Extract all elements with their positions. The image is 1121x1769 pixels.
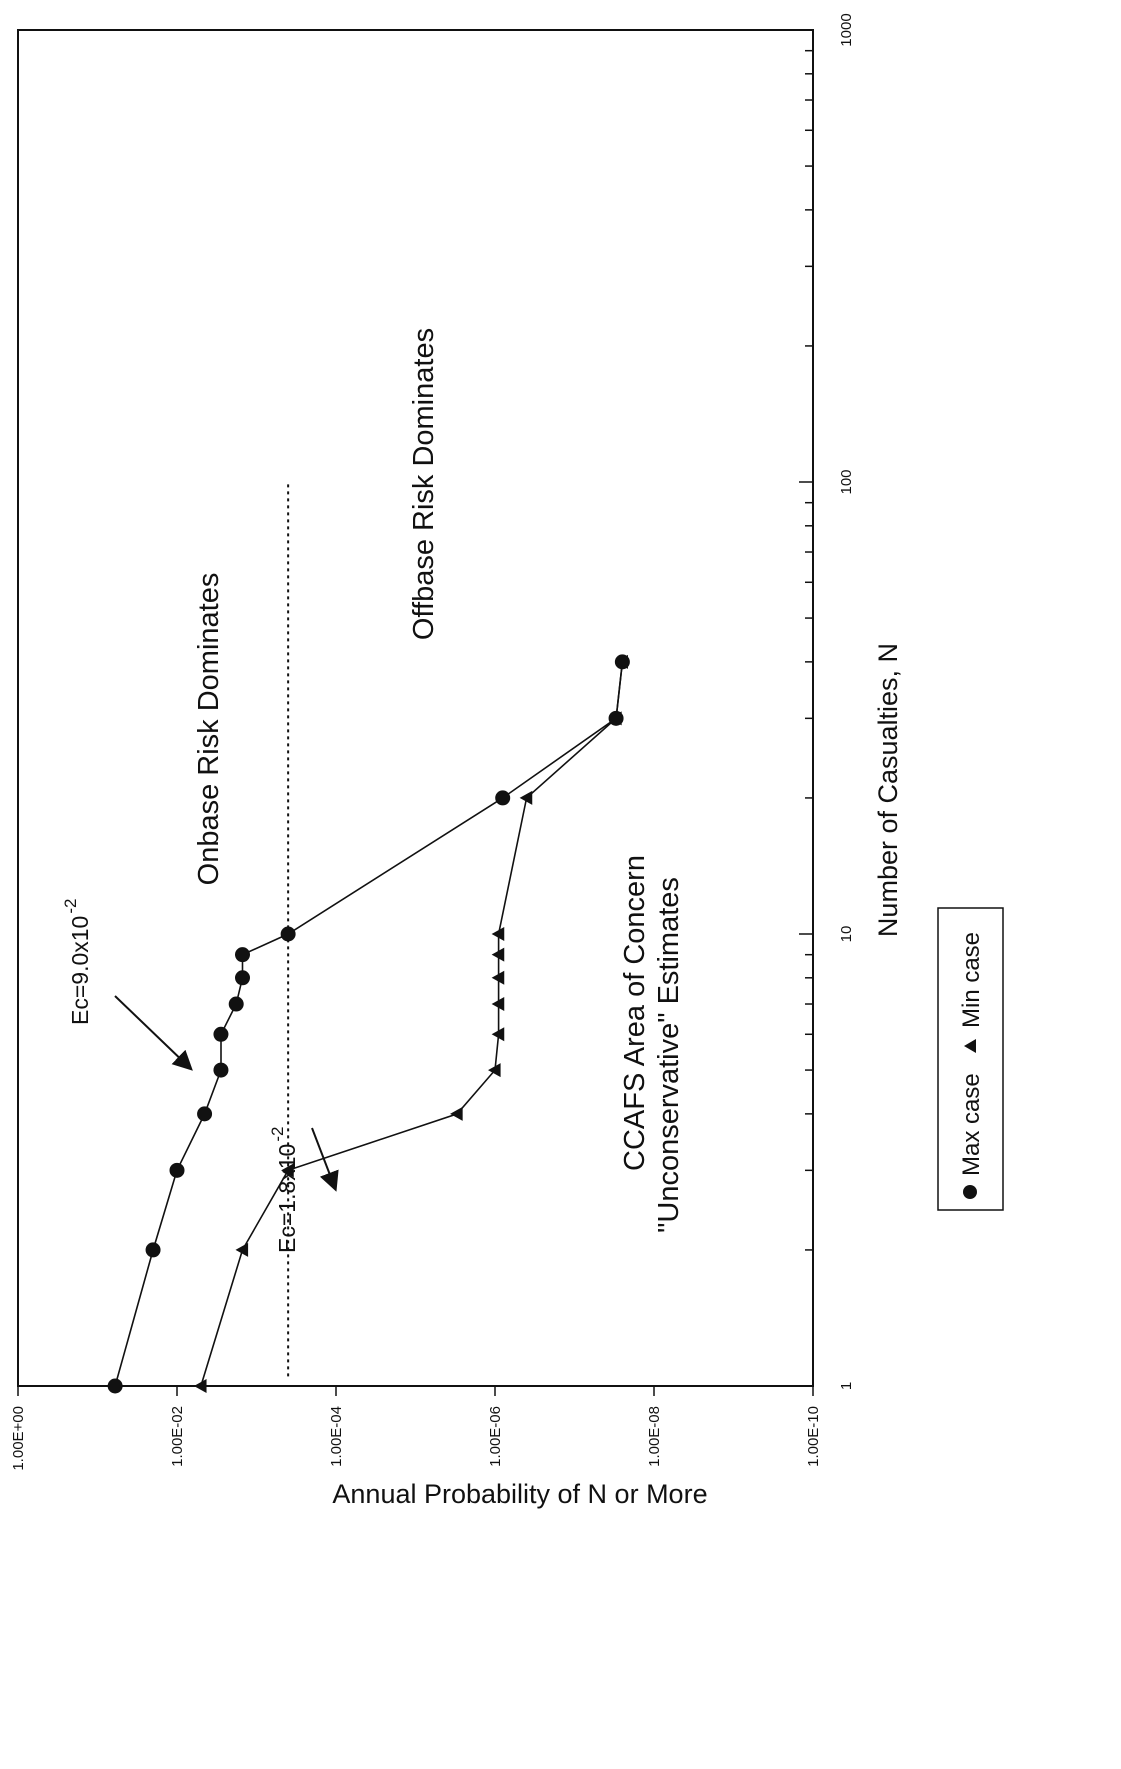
data-point-max-case xyxy=(235,947,251,963)
x-tick-label: 1000 xyxy=(838,13,855,46)
legend-marker-min-case xyxy=(964,1039,976,1053)
legend-marker-max-case xyxy=(963,1185,977,1199)
ec-max-exponent: -2 xyxy=(61,899,80,914)
y-axis-ticks: 1.00E+00 1.00E-02 1.00E-04 1.00E-06 1.00E-08… xyxy=(10,1386,822,1471)
y-tick-label: 1.00E-06 xyxy=(487,1406,504,1467)
data-point-min-case xyxy=(615,654,628,669)
ec-min-arrow xyxy=(311,1127,339,1192)
data-point-min-case xyxy=(491,927,505,941)
y-tick-label: 1.00E+00 xyxy=(10,1406,27,1471)
data-point-min-case xyxy=(450,1106,463,1121)
annotation-onbase: Onbase Risk Dominates xyxy=(193,573,225,886)
data-point-max-case xyxy=(235,970,251,986)
data-point-max-case xyxy=(495,790,511,806)
x-tick-label: 100 xyxy=(838,469,855,494)
annotation-ec-max-text: Ec=9.0x10 -2 xyxy=(61,899,93,1025)
data-point-min-case xyxy=(491,970,505,985)
y-tick-label: 1.00E-04 xyxy=(328,1406,345,1467)
series-line-max-case xyxy=(114,661,624,1387)
annotation-offbase: Offbase Risk Dominates xyxy=(408,328,440,640)
x-axis-title: Number of Casualties, N xyxy=(873,643,903,937)
legend: Max case Min case xyxy=(937,907,1004,1211)
data-point-max-case xyxy=(169,1162,185,1178)
data-point-min-case xyxy=(491,997,505,1012)
ec-min-exponent: -2 xyxy=(268,1127,287,1142)
y-tick-label: 1.00E-02 xyxy=(169,1406,186,1467)
data-point-min-case xyxy=(193,1379,207,1393)
plot-area xyxy=(17,29,814,1387)
annotation-ec-max: Ec=9.0x10 -2 xyxy=(61,899,93,1025)
x-tick-label: 10 xyxy=(838,926,855,943)
legend-label-min-case: Min case xyxy=(958,932,985,1028)
y-tick-label: 1.00E-10 xyxy=(805,1406,822,1467)
data-point-min-case xyxy=(488,1063,501,1078)
y-axis-title: Annual Probability of N or More xyxy=(332,1479,707,1509)
data-point-min-case xyxy=(281,1163,294,1178)
annotation-ec-min-text: Ec=1.8x10 -2 xyxy=(268,1127,300,1253)
data-point-min-case xyxy=(491,947,505,962)
data-point-max-case xyxy=(280,926,296,942)
series-layer xyxy=(107,654,630,1394)
ec-max-arrow xyxy=(114,995,193,1071)
data-point-min-case xyxy=(519,790,533,805)
data-point-max-case xyxy=(228,996,244,1012)
data-point-min-case xyxy=(491,1027,505,1042)
annotation-ec-min: Ec=1.8x10 -2 xyxy=(268,1127,300,1253)
ec-max-base: Ec=9.0x10 xyxy=(67,916,93,1025)
series-line-min-case xyxy=(200,661,624,1387)
legend-label-max-case: Max case xyxy=(958,1073,985,1176)
annotation-area-of-concern: CCAFS Area of Concern xyxy=(619,855,651,1171)
y-tick-label: 1.00E-08 xyxy=(646,1406,663,1467)
data-point-max-case xyxy=(213,1062,229,1078)
data-point-max-case xyxy=(213,1026,229,1042)
data-point-max-case xyxy=(197,1106,213,1122)
annotation-unconservative: "Unconservative" Estimates xyxy=(653,877,685,1233)
legend-box xyxy=(937,907,1004,1211)
data-point-max-case xyxy=(107,1378,123,1394)
ec-min-base: Ec=1.8x10 xyxy=(274,1144,300,1253)
x-axis-ticks: 1 10 100 1000 xyxy=(799,13,855,1390)
data-point-min-case xyxy=(235,1242,249,1257)
x-tick-label: 1 xyxy=(838,1382,855,1390)
data-point-max-case xyxy=(145,1242,161,1258)
data-point-min-case xyxy=(609,711,622,726)
